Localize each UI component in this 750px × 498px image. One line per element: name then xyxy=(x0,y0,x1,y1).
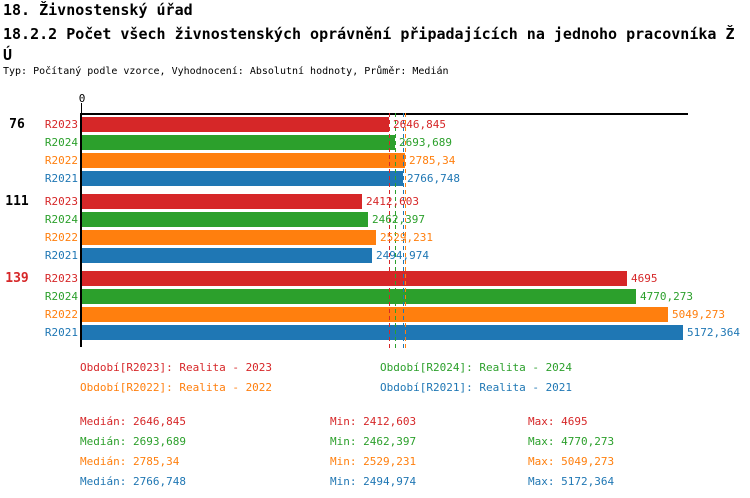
bar-row-label-r2024-76: R2024 xyxy=(44,136,78,149)
bar-row-label-r2022-76: R2022 xyxy=(44,154,78,167)
bar-row-label-r2022-111: R2022 xyxy=(44,231,78,244)
y-axis-line xyxy=(80,113,82,347)
bar-row-label-r2021-139: R2021 xyxy=(44,326,78,339)
bar-value-r2023-76: 2646,845 xyxy=(393,118,446,131)
bar-row-label-r2024-139: R2024 xyxy=(44,290,78,303)
bar-r2021-139 xyxy=(82,325,683,340)
bar-r2022-139 xyxy=(82,307,668,322)
indicator-meta: Typ: Počítaný podle vzorce, Vyhodnocení:… xyxy=(3,66,449,77)
stat-median-r2021: Medián: 2766,748 xyxy=(80,475,186,488)
stat-min-r2024: Min: 2462,397 xyxy=(330,435,417,448)
bar-row-label-r2022-139: R2022 xyxy=(44,308,78,321)
stat-max-r2021: Max: 5172,364 xyxy=(528,475,615,488)
bar-value-r2021-76: 2766,748 xyxy=(407,172,460,185)
stat-min-r2023: Min: 2412,603 xyxy=(330,415,417,428)
bar-r2023-139 xyxy=(82,271,627,286)
legend-item-r2022: Období[R2022]: Realita - 2022 xyxy=(80,381,273,394)
x-axis-line xyxy=(80,113,688,115)
stat-max-r2023: Max: 4695 xyxy=(528,415,588,428)
bar-value-r2023-111: 2412,603 xyxy=(366,195,419,208)
bar-r2023-76 xyxy=(82,117,389,132)
stat-min-r2022: Min: 2529,231 xyxy=(330,455,417,468)
bar-value-r2021-111: 2494,974 xyxy=(376,249,429,262)
median-line-r2024 xyxy=(395,113,396,348)
legend-item-r2023: Období[R2023]: Realita - 2023 xyxy=(80,361,273,374)
bar-r2024-76 xyxy=(82,135,395,150)
report-title: 18. Živnostenský úřad xyxy=(3,1,193,19)
bar-row-label-r2023-76: R2023 xyxy=(44,118,78,131)
bar-value-r2022-76: 2785,34 xyxy=(409,154,456,167)
bar-value-r2023-139: 4695 xyxy=(631,272,658,285)
bar-value-r2024-111: 2462,397 xyxy=(372,213,425,226)
stat-median-r2023: Medián: 2646,845 xyxy=(80,415,186,428)
group-label-139: 139 xyxy=(5,271,29,286)
bar-r2022-76 xyxy=(82,153,405,168)
bar-row-label-r2024-111: R2024 xyxy=(44,213,78,226)
stat-median-r2022: Medián: 2785,34 xyxy=(80,455,180,468)
stat-min-r2021: Min: 2494,974 xyxy=(330,475,417,488)
bar-r2024-111 xyxy=(82,212,368,227)
indicator-title: 18.2.2 Počet všech živnostenských oprávn… xyxy=(3,25,735,64)
bar-r2022-111 xyxy=(82,230,376,245)
bar-value-r2024-76: 2693,689 xyxy=(399,136,452,149)
bar-row-label-r2021-76: R2021 xyxy=(44,172,78,185)
bar-value-r2022-111: 2529,231 xyxy=(380,231,433,244)
bar-row-label-r2021-111: R2021 xyxy=(44,249,78,262)
stat-max-r2022: Max: 5049,273 xyxy=(528,455,615,468)
bar-r2023-111 xyxy=(82,194,362,209)
legend-item-r2024: Období[R2024]: Realita - 2024 xyxy=(380,361,573,374)
bar-value-r2022-139: 5049,273 xyxy=(672,308,725,321)
bar-row-label-r2023-139: R2023 xyxy=(44,272,78,285)
group-label-76: 76 xyxy=(9,117,25,132)
bar-r2021-76 xyxy=(82,171,403,186)
stat-max-r2024: Max: 4770,273 xyxy=(528,435,615,448)
median-line-r2022 xyxy=(405,113,406,348)
legend-item-r2021: Období[R2021]: Realita - 2021 xyxy=(380,381,573,394)
median-line-r2023 xyxy=(389,113,390,348)
axis-origin-tick xyxy=(81,103,82,113)
median-line-r2021 xyxy=(403,113,404,348)
bar-row-label-r2023-111: R2023 xyxy=(44,195,78,208)
group-label-111: 111 xyxy=(5,194,29,209)
bar-r2024-139 xyxy=(82,289,636,304)
stat-median-r2024: Medián: 2693,689 xyxy=(80,435,186,448)
axis-origin-label: 0 xyxy=(78,92,86,105)
bar-value-r2024-139: 4770,273 xyxy=(640,290,693,303)
bar-r2021-111 xyxy=(82,248,372,263)
bar-value-r2021-139: 5172,364 xyxy=(687,326,740,339)
